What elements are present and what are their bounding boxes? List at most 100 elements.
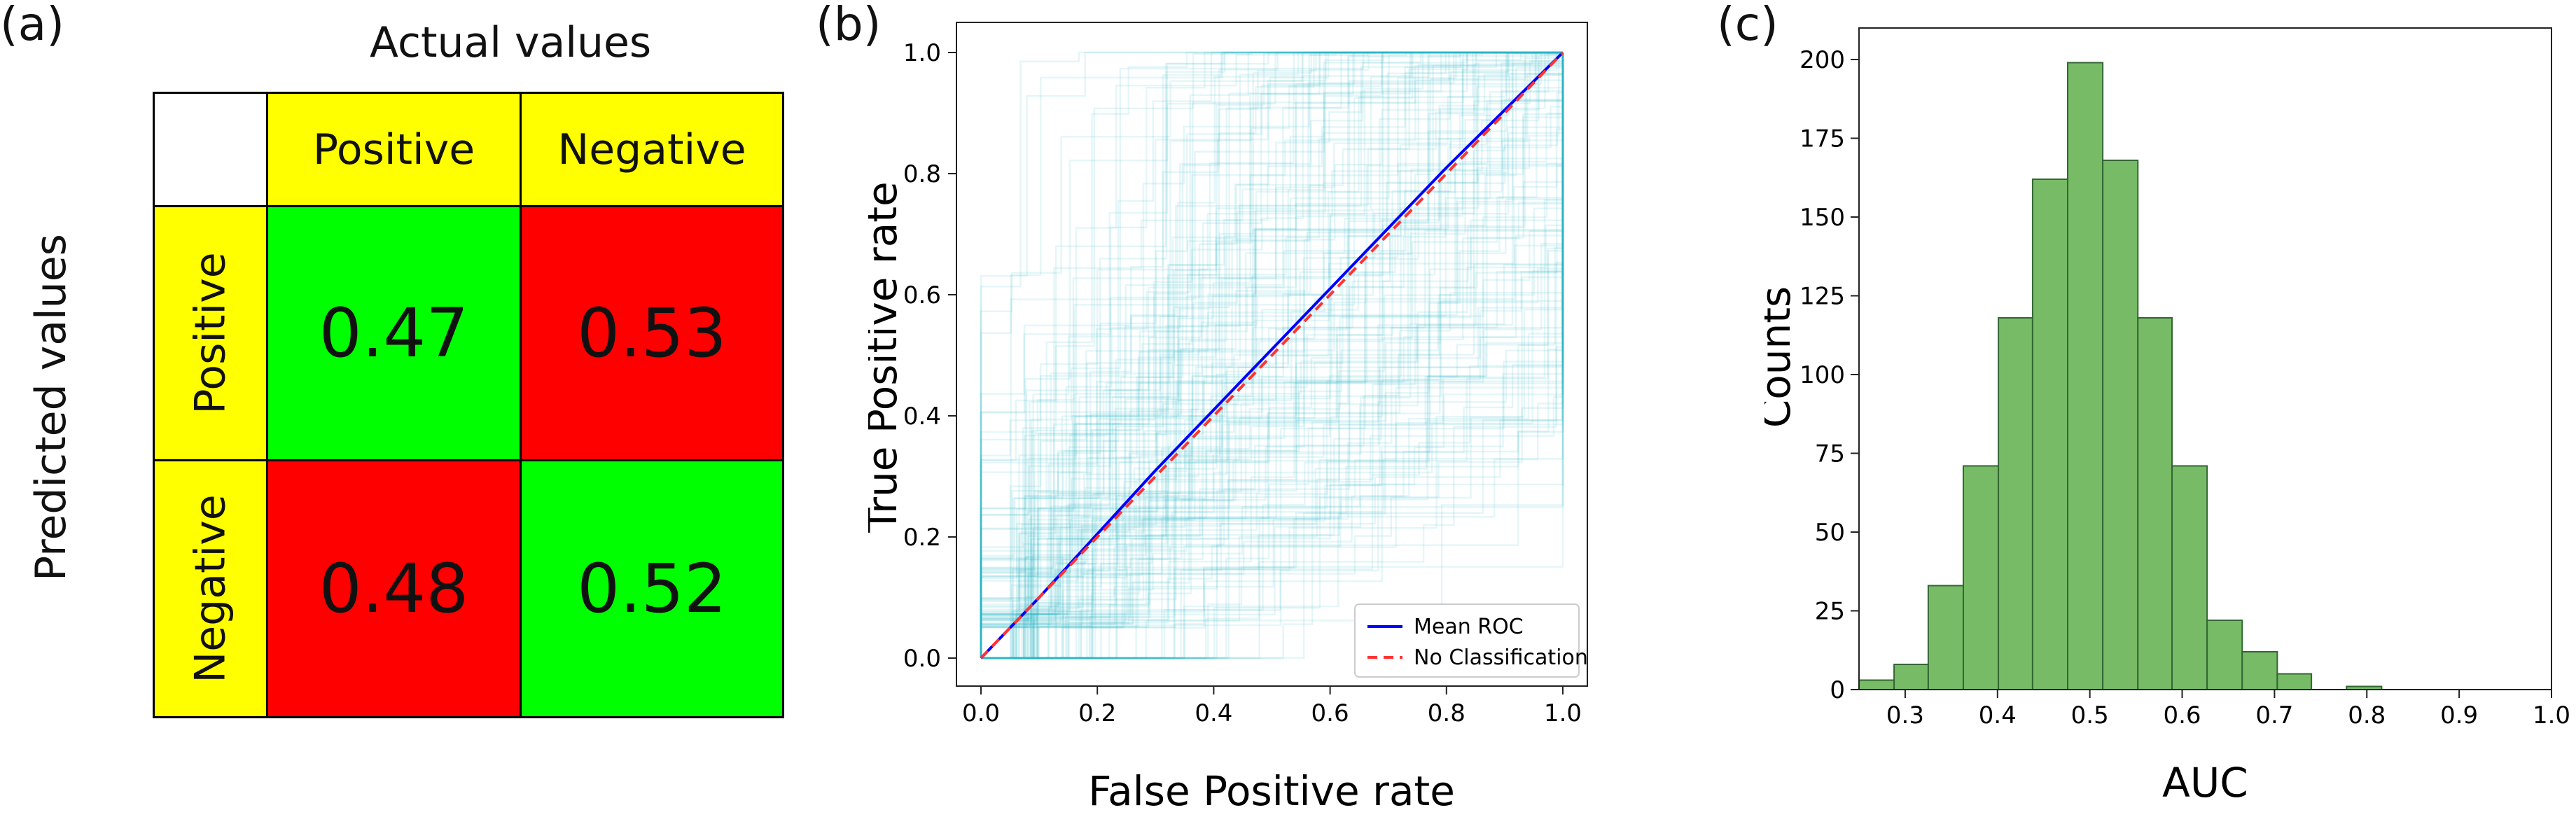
- roc-sample-curve: [981, 53, 1564, 659]
- roc-sample-curve: [980, 51, 1563, 658]
- cm-value-tp: 0.47: [266, 205, 522, 461]
- roc-sample-curve: [981, 51, 1563, 659]
- cm-col-header-negative: Negative: [520, 92, 784, 207]
- roc-x-tick-label: 0.0: [962, 699, 1000, 727]
- roc-sample-curve: [981, 53, 1564, 659]
- roc-sample-curve: [981, 51, 1563, 659]
- roc-sample-curve: [980, 53, 1564, 658]
- roc-sample-curve: [980, 53, 1564, 658]
- roc-sample-curve: [981, 53, 1564, 659]
- hist-x-tick-label: 0.6: [2163, 701, 2201, 729]
- roc-sample-curve: [981, 53, 1564, 659]
- roc-sample-curve: [980, 51, 1563, 658]
- hist-y-tick-label: 50: [1815, 519, 1845, 547]
- roc-sample-curve: [980, 51, 1563, 658]
- roc-sample-curve: [981, 53, 1564, 659]
- roc-sample-curve: [981, 53, 1564, 659]
- roc-sample-curve: [980, 51, 1563, 658]
- roc-y-tick-label: 1.0: [903, 39, 941, 67]
- roc-sample-curve: [981, 51, 1563, 659]
- roc-sample-curve: [981, 53, 1564, 659]
- roc-series-no-classification: [980, 51, 1564, 659]
- hist-y-tick-label: 75: [1815, 440, 1845, 468]
- roc-sample-curve: [980, 51, 1563, 658]
- roc-sample-curve: [981, 53, 1564, 659]
- roc-sample-curve: [981, 53, 1564, 659]
- roc-sample-curve: [981, 51, 1563, 659]
- roc-x-tick-label: 0.6: [1311, 699, 1349, 727]
- roc-sample-curve: [980, 53, 1564, 658]
- roc-sample-curve: [980, 51, 1563, 658]
- actual-values-title: Actual values: [370, 18, 652, 67]
- roc-sample-curve: [980, 51, 1563, 658]
- roc-sample-curve: [980, 53, 1564, 658]
- hist-x-tick-label: 0.9: [2440, 701, 2478, 729]
- roc-sample-curve: [980, 53, 1564, 658]
- panel-c-label: (c): [1717, 0, 1778, 51]
- hist-y-tick-label: 150: [1799, 204, 1845, 232]
- roc-sample-curve: [981, 51, 1563, 659]
- cm-value-tn: 0.52: [520, 459, 784, 718]
- roc-sample-curve: [981, 51, 1563, 659]
- roc-sample-curve: [981, 51, 1563, 659]
- roc-sample-curve: [981, 51, 1563, 659]
- roc-sample-curve: [981, 53, 1564, 659]
- roc-sample-curve: [981, 51, 1563, 659]
- roc-sample-curve: [980, 53, 1564, 658]
- roc-x-tick-label: 0.8: [1428, 699, 1465, 727]
- roc-sample-curve: [980, 53, 1564, 658]
- roc-sample-curve: [980, 53, 1564, 658]
- hist-y-tick-label: 25: [1815, 598, 1845, 626]
- roc-sample-curve: [980, 53, 1564, 658]
- roc-sample-curve: [980, 53, 1564, 658]
- roc-sample-curve: [980, 53, 1564, 658]
- roc-y-tick-label: 0.4: [903, 403, 941, 431]
- hist-x-tick-label: 0.8: [2348, 701, 2386, 729]
- roc-sample-curve: [980, 51, 1563, 658]
- roc-sample-curve: [981, 53, 1564, 659]
- roc-sample-curve: [981, 53, 1564, 659]
- roc-sample-curve: [981, 53, 1564, 659]
- roc-sample-curve: [981, 51, 1563, 659]
- roc-sample-curve: [981, 53, 1564, 659]
- roc-series-mean: [980, 51, 1564, 659]
- roc-x-axis-label: False Positive rate: [1088, 767, 1455, 815]
- roc-sample-curve: [981, 51, 1563, 659]
- roc-sample-curve: [981, 53, 1564, 659]
- roc-sample-curve: [980, 53, 1564, 658]
- cm-row-header-positive: Positive: [186, 252, 235, 414]
- roc-sample-curve: [981, 53, 1564, 659]
- hist-bar: [2137, 317, 2173, 690]
- roc-sample-curve: [981, 53, 1564, 659]
- roc-sample-curve: [981, 51, 1563, 659]
- roc-sample-curve: [980, 51, 1563, 658]
- roc-sample-curve: [980, 51, 1563, 658]
- roc-sample-curve: [981, 51, 1563, 659]
- hist-plot-frame: [1858, 27, 2552, 690]
- hist-bar: [1963, 465, 2000, 690]
- roc-sample-curve: [981, 53, 1564, 659]
- roc-sample-curve: [981, 53, 1564, 659]
- roc-sample-curve: [980, 51, 1563, 658]
- roc-sample-curve: [981, 51, 1563, 659]
- roc-sample-curve: [980, 53, 1564, 658]
- roc-legend-label-mean: Mean ROC: [1414, 615, 1524, 639]
- hist-x-axis-label: AUC: [2162, 759, 2248, 806]
- roc-sample-curve: [981, 53, 1564, 659]
- roc-sample-curve: [981, 53, 1564, 659]
- roc-sample-curve: [980, 53, 1564, 658]
- roc-sample-curve: [981, 53, 1564, 659]
- roc-sample-curve: [981, 53, 1564, 659]
- roc-sample-curve: [980, 53, 1564, 658]
- hist-bar: [2031, 179, 2069, 690]
- roc-sample-curve: [980, 53, 1564, 658]
- hist-x-tick-label: 0.5: [2071, 701, 2109, 729]
- hist-x-tick-label: 0.4: [1979, 701, 2017, 729]
- roc-sample-curve: [981, 53, 1564, 659]
- roc-sample-curve: [980, 52, 1564, 658]
- roc-sample-curve: [980, 53, 1564, 658]
- roc-sample-curve: [981, 53, 1564, 659]
- roc-sample-curve: [981, 51, 1563, 659]
- panel-a-label: (a): [0, 0, 64, 51]
- roc-sample-curve: [980, 51, 1563, 658]
